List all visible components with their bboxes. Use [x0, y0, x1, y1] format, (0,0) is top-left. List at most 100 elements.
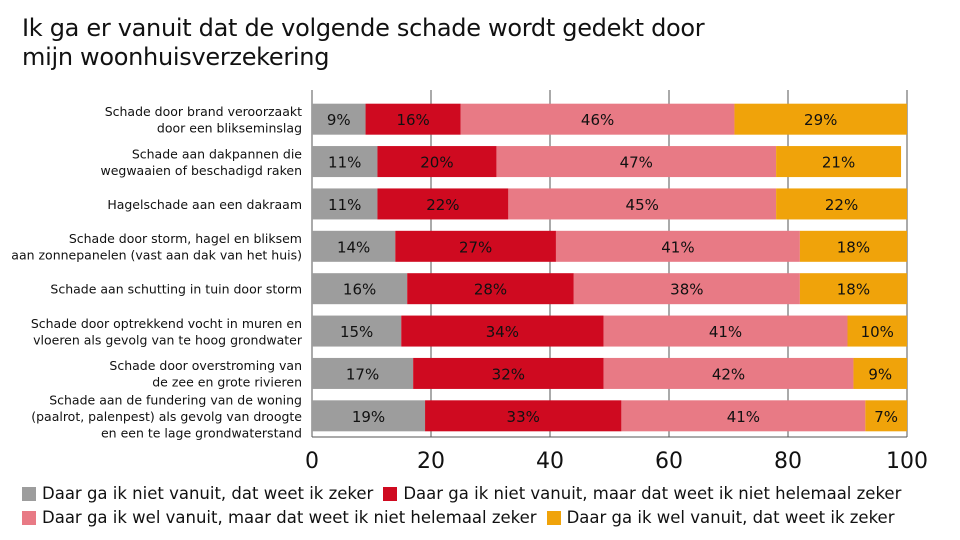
bar-segment [603, 357, 854, 389]
data-label: 22% [426, 196, 459, 214]
data-label: 45% [626, 196, 659, 214]
bar-segment [312, 103, 366, 135]
data-label: 11% [328, 196, 361, 214]
data-label: 16% [343, 281, 376, 299]
x-tick-label: 40 [536, 449, 564, 474]
category-label: Schade door storm, hagel en bliksem [69, 231, 302, 246]
data-label: 38% [670, 281, 703, 299]
legend-label: Daar ga ik niet vanuit, dat weet ik zeke… [42, 484, 374, 503]
bar-segment [776, 146, 902, 178]
data-label: 42% [712, 365, 745, 383]
legend-label: Daar ga ik wel vanuit, dat weet ik zeker [566, 508, 895, 527]
x-tick-label: 60 [655, 449, 683, 474]
data-label: 10% [861, 323, 894, 341]
bar-segment [312, 146, 378, 178]
legend-label: Daar ga ik niet vanuit, maar dat weet ik… [403, 484, 902, 503]
bar-segment [555, 230, 800, 262]
legend-item: Daar ga ik wel vanuit, dat weet ik zeker [546, 508, 895, 527]
legend-item: Daar ga ik niet vanuit, dat weet ik zeke… [22, 484, 373, 503]
legend-row: Daar ga ik niet vanuit, dat weet ik zeke… [22, 484, 911, 503]
data-label: 28% [474, 281, 507, 299]
data-label: 41% [661, 238, 694, 256]
bar-segment [377, 146, 497, 178]
bar-segment [776, 188, 907, 220]
bar-segment [312, 273, 408, 305]
bar-segment [853, 357, 907, 389]
data-label: 27% [459, 238, 492, 256]
data-label: 17% [346, 365, 379, 383]
bar-segment [496, 146, 777, 178]
data-label: 46% [581, 111, 614, 129]
x-tick-label: 20 [417, 449, 445, 474]
category-label: de zee en grote rivieren [152, 375, 302, 390]
bar-segment [603, 315, 848, 347]
chart-title: Ik ga er vanuit dat de volgende schade w… [22, 14, 705, 72]
category-label: Schade aan de fundering van de woning [49, 392, 302, 407]
category-label: Schade door optrekkend vocht in muren en [31, 316, 302, 331]
category-label: vloeren als gevolg van te hoog grondwate… [33, 332, 303, 347]
data-label: 18% [837, 281, 870, 299]
bar-segment [312, 357, 414, 389]
data-label: 34% [486, 323, 519, 341]
data-label: 20% [420, 154, 453, 172]
bar-segment [312, 400, 426, 432]
bar-segment [573, 273, 800, 305]
category-label: (paalrot, palenpest) als gevolg van droo… [31, 409, 302, 424]
bar-segment [377, 188, 509, 220]
x-tick-label: 0 [305, 449, 319, 474]
legend-label: Daar ga ik wel vanuit, maar dat weet ik … [42, 508, 537, 527]
data-label: 47% [620, 154, 653, 172]
legend-swatch [22, 486, 36, 501]
data-label: 19% [352, 408, 385, 426]
bar-segment [621, 400, 866, 432]
bar-segment [413, 357, 604, 389]
category-label: Schade aan dakpannen die [132, 146, 302, 161]
title-line: mijn woonhuisverzekering [22, 43, 330, 71]
legend-swatch [383, 486, 398, 501]
category-label: aan zonnepanelen (vast aan dak van het h… [11, 248, 302, 263]
bar-segment [312, 188, 378, 220]
data-label: 18% [837, 238, 870, 256]
title-line: Ik ga er vanuit dat de volgende schade w… [22, 14, 705, 42]
data-label: 16% [396, 111, 429, 129]
legend-item: Daar ga ik niet vanuit, maar dat weet ik… [383, 484, 901, 503]
bar-segment [365, 103, 461, 135]
category-label: door een blikseminslag [157, 120, 302, 135]
bar-segment [799, 230, 907, 262]
bar-segment [799, 273, 907, 305]
data-label: 22% [825, 196, 858, 214]
data-label: 32% [492, 365, 525, 383]
category-label: Schade door overstroming van [109, 358, 302, 373]
category-label: wegwaaien of beschadigd raken [100, 163, 302, 178]
data-label: 33% [507, 408, 540, 426]
legend-item: Daar ga ik wel vanuit, maar dat weet ik … [22, 508, 537, 527]
data-label: 41% [727, 408, 760, 426]
data-label: 41% [709, 323, 742, 341]
data-label: 14% [337, 238, 370, 256]
data-label: 29% [804, 111, 837, 129]
bar-segment [460, 103, 735, 135]
legend-swatch [546, 510, 561, 525]
data-label: 9% [327, 111, 351, 129]
bar-segment [407, 273, 574, 305]
category-label: Hagelschade aan een dakraam [107, 197, 302, 212]
category-label: en een te lage grondwaterstand [101, 425, 302, 440]
category-label: Schade door brand veroorzaakt [105, 104, 302, 119]
bar-segment [508, 188, 777, 220]
bar-segment [312, 315, 402, 347]
data-label: 15% [340, 323, 373, 341]
bar-segment [425, 400, 622, 432]
x-tick-label: 80 [774, 449, 802, 474]
bar-segment [401, 315, 604, 347]
bar-segment [312, 230, 396, 262]
data-label: 11% [328, 154, 361, 172]
data-label: 9% [868, 365, 892, 383]
bar-segment [734, 103, 907, 135]
bar-segment [395, 230, 556, 262]
category-label: Schade aan schutting in tuin door storm [50, 282, 302, 297]
data-label: 21% [822, 154, 855, 172]
x-tick-label: 100 [886, 449, 928, 474]
data-label: 7% [874, 408, 898, 426]
legend-row: Daar ga ik wel vanuit, maar dat weet ik … [22, 508, 904, 527]
